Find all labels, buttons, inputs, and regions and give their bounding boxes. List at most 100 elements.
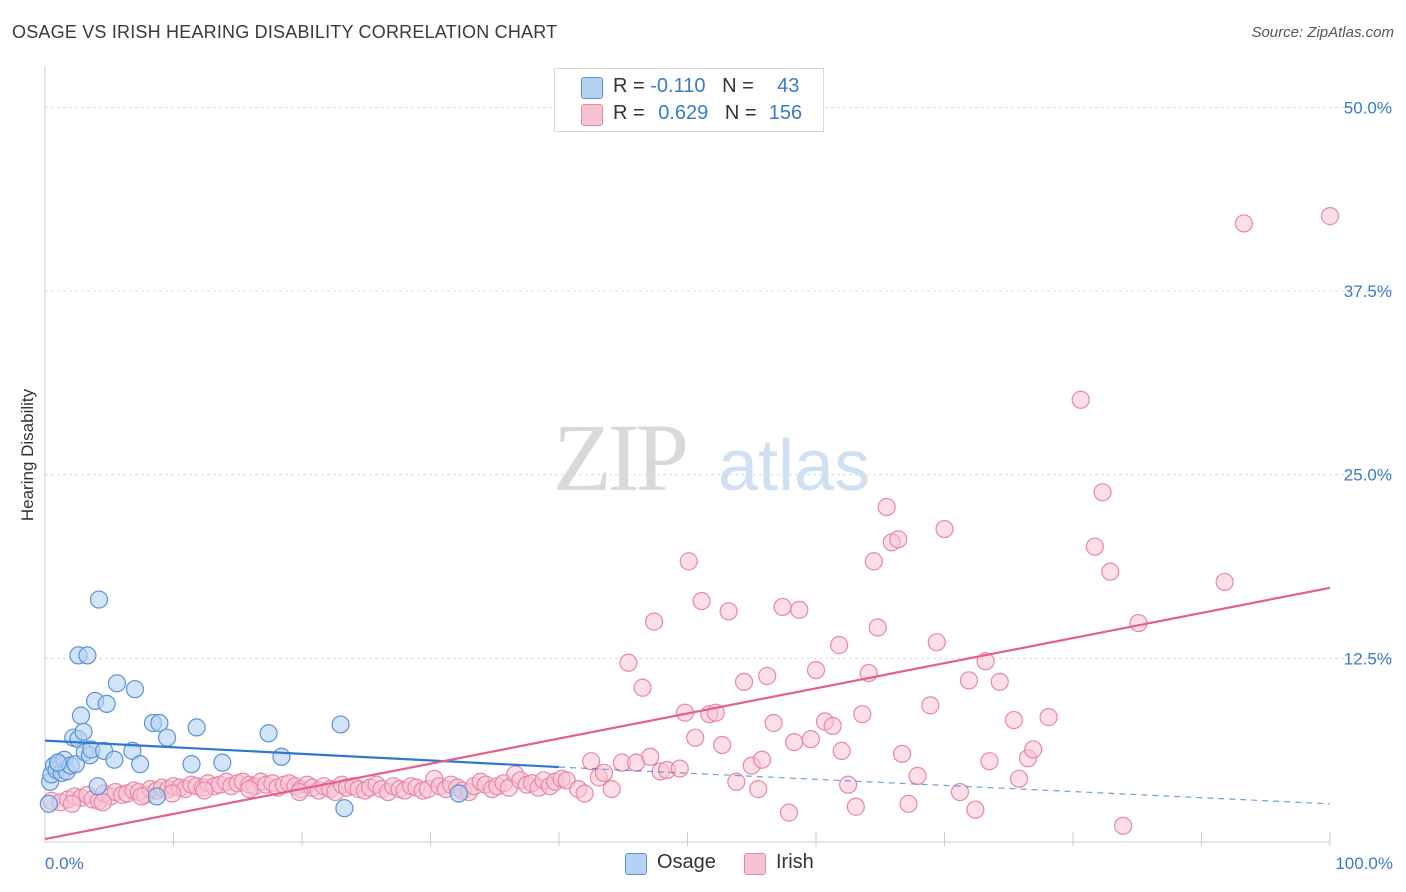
irish-point (927, 633, 946, 652)
irish-point (790, 600, 809, 619)
y-axis-label: Hearing Disability (18, 388, 37, 521)
irish-point (785, 732, 804, 752)
osage-n-value: 43 (777, 75, 800, 97)
irish-n-label: N = (724, 102, 763, 124)
osage-point (88, 777, 107, 796)
irish-point (1320, 207, 1340, 226)
irish-point (1024, 740, 1043, 759)
irish-point (602, 780, 621, 799)
irish-point (823, 716, 842, 736)
watermark-zip: ZIP (553, 404, 686, 511)
osage-point (187, 718, 206, 737)
y-tick-label: 25.0% (1344, 466, 1392, 485)
irish-point (633, 678, 652, 697)
osage-point (130, 755, 150, 774)
osage-point (48, 753, 67, 772)
irish-point (1071, 390, 1090, 409)
irish-point (990, 672, 1009, 691)
irish-point (692, 591, 711, 611)
y-tick-label: 50.0% (1344, 98, 1392, 117)
watermark-atlas: atlas (718, 426, 870, 506)
osage-point (331, 715, 350, 734)
irish-point (899, 794, 918, 813)
irish-point (950, 782, 970, 802)
x-tick-label: 100.0% (1335, 854, 1393, 873)
irish-point (1039, 708, 1058, 727)
irish-point (846, 797, 865, 816)
irish-point (727, 772, 746, 791)
irish-point (641, 747, 660, 766)
osage-point (147, 787, 166, 806)
irish-point (966, 800, 985, 819)
osage-r-value: -0.110 (650, 75, 706, 97)
irish-point (195, 781, 214, 800)
irish-point (713, 735, 732, 755)
irish-n-value: 156 (768, 102, 803, 124)
irish-point (921, 696, 940, 715)
irish-point (832, 741, 851, 761)
irish-points (42, 207, 1340, 835)
series-legend: Osage Irish (0, 850, 1406, 880)
irish-point (1085, 537, 1104, 556)
irish-point (830, 636, 849, 655)
irish-point (575, 784, 594, 803)
osage-swatch (581, 77, 603, 99)
irish-point (619, 653, 638, 672)
irish-point (839, 775, 858, 794)
irish-r-value: 0.629 (658, 102, 709, 124)
irish-point (163, 784, 182, 803)
irish-point (764, 713, 783, 733)
irish-swatch (581, 104, 603, 126)
osage-point (78, 646, 97, 665)
irish-point (806, 660, 826, 680)
irish-point (758, 666, 777, 686)
irish-legend-label: Irish (776, 851, 814, 873)
irish-point (773, 597, 792, 617)
osage-trend-extension (558, 766, 1331, 805)
irish-point (864, 552, 883, 571)
osage-point (107, 674, 127, 693)
chart-source: Source: ZipAtlas.com (1251, 24, 1394, 41)
irish-point (594, 763, 614, 783)
irish-point (801, 730, 820, 749)
irish-point (290, 782, 309, 802)
osage-trend-line (44, 739, 560, 769)
x-tick-label: 0.0% (45, 854, 84, 873)
irish-point (93, 793, 112, 812)
stats-legend: R = -0.110 N = 43 R = 0.629 N = 156 (554, 68, 824, 132)
grid-layer (45, 106, 1392, 659)
irish-point (908, 766, 927, 785)
irish-point (752, 750, 772, 769)
watermark: ZIP atlas (553, 404, 870, 511)
irish-point (980, 752, 999, 771)
y-tick-label: 12.5% (1344, 649, 1392, 668)
osage-point (157, 728, 177, 747)
osage-n-label: N = (722, 75, 760, 97)
osage-legend-swatch (625, 853, 647, 875)
irish-point (1101, 562, 1120, 581)
irish-point (1234, 214, 1254, 233)
osage-point (39, 794, 58, 813)
trend-layer (44, 586, 1331, 841)
irish-point (62, 794, 82, 813)
irish-point (1114, 816, 1133, 835)
irish-point (582, 752, 601, 771)
irish-point (1009, 769, 1029, 788)
irish-point (734, 672, 754, 691)
axis-layer (44, 66, 1331, 846)
tick-labels: 12.5% 25.0% 37.5% 50.0% 0.0% 100.0% (45, 98, 1393, 873)
irish-point (868, 618, 887, 637)
irish-trend-line (44, 586, 1331, 841)
osage-point (449, 784, 468, 803)
osage-point (89, 590, 109, 609)
irish-point (240, 780, 259, 799)
irish-point (892, 744, 912, 763)
irish-point (779, 803, 799, 822)
osage-point (259, 724, 278, 743)
irish-point (1093, 483, 1112, 502)
irish-point (686, 728, 705, 747)
osage-point (97, 694, 116, 713)
irish-point (959, 671, 979, 690)
irish-point (719, 602, 738, 621)
